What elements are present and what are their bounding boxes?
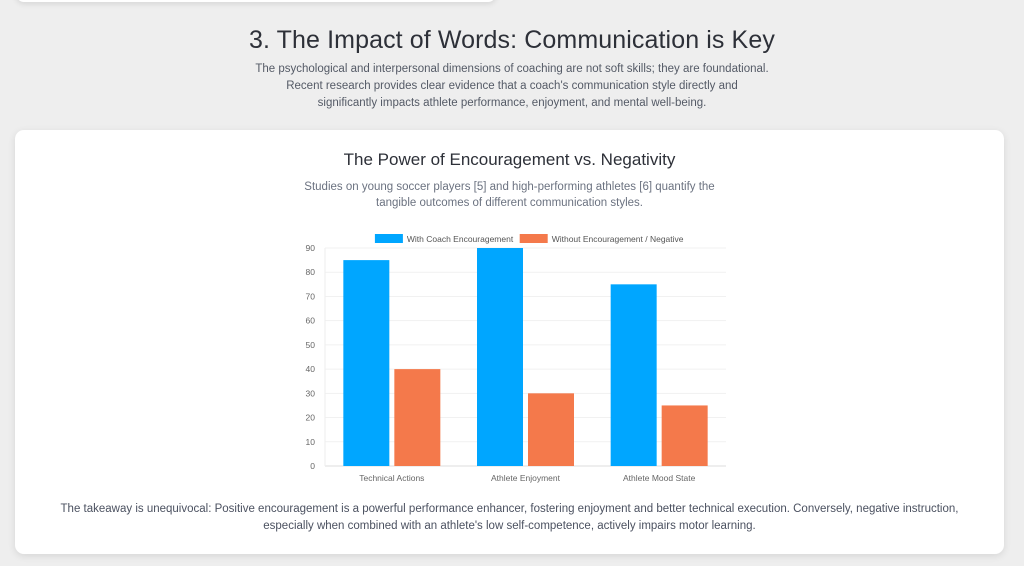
- x-tick-label: Athlete Enjoyment: [491, 473, 561, 483]
- section-header: 3. The Impact of Words: Communication is…: [0, 26, 1024, 112]
- y-tick-label: 50: [306, 340, 316, 350]
- bar-without-encouragement: [661, 405, 708, 466]
- bar-with-encouragement: [610, 284, 657, 466]
- y-tick-label: 30: [306, 388, 316, 398]
- y-tick-label: 20: [306, 413, 316, 423]
- takeaway-line: The takeaway is unequivocal: Positive en…: [60, 503, 959, 515]
- legend-swatch: [374, 234, 403, 243]
- section-intro-line: Recent research provides clear evidence …: [286, 80, 738, 92]
- chart-card-subtitle-line: Studies on young soccer players [5] and …: [304, 181, 715, 193]
- chart-card-subtitle: Studies on young soccer players [5] and …: [15, 179, 1004, 211]
- y-tick-label: 80: [306, 267, 316, 277]
- legend-swatch: [519, 234, 548, 243]
- chart-card: The Power of Encouragement vs. Negativit…: [15, 130, 1004, 554]
- bar-without-encouragement: [394, 369, 441, 466]
- bar-with-encouragement: [477, 248, 523, 466]
- previous-section-card: [16, 0, 496, 2]
- chart-card-title: The Power of Encouragement vs. Negativit…: [343, 150, 676, 169]
- section-title: 3. The Impact of Words: Communication is…: [249, 26, 775, 54]
- section-intro-line: The psychological and interpersonal dime…: [255, 63, 769, 75]
- bar-chart: 0 10 20 30 40 50 60 70 80 90 Technical Actions Athl…: [306, 234, 726, 483]
- chart-card-subtitle-line: tangible outcomes of different communica…: [376, 197, 643, 209]
- legend-label: With Coach Encouragement: [407, 234, 514, 244]
- x-tick-label: Athlete Mood State: [623, 473, 696, 483]
- y-tick-label: 70: [306, 291, 316, 301]
- section-intro: The psychological and interpersonal dime…: [242, 61, 782, 112]
- y-tick-label: 40: [306, 364, 316, 374]
- y-tick-label: 10: [306, 437, 316, 447]
- takeaway-line: especially when combined with an athlete…: [263, 520, 756, 532]
- takeaway-text: The takeaway is unequivocal: Positive en…: [45, 501, 974, 535]
- legend-label: Without Encouragement / Negative: [552, 234, 684, 244]
- y-tick-label: 90: [306, 243, 316, 253]
- x-tick-label: Technical Actions: [359, 473, 424, 483]
- bar-with-encouragement: [343, 260, 390, 466]
- bar-without-encouragement: [528, 393, 574, 466]
- y-tick-label: 60: [306, 316, 316, 326]
- section-intro-line: significantly impacts athlete performanc…: [317, 97, 707, 109]
- y-tick-label: 0: [310, 461, 315, 471]
